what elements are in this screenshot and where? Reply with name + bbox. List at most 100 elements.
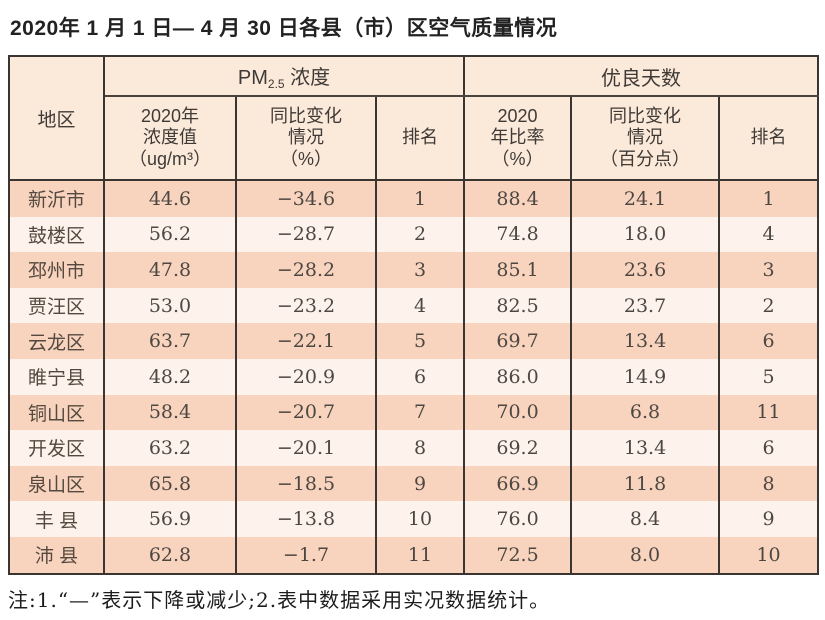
pm-change-cell: −13.8 (235, 501, 377, 537)
table-sub-header-row: 2020年 浓度值 （ug/m³） 同比变化 情况 （%） 排名 2020 年比… (9, 96, 820, 181)
table-footnote: 注:1.“—”表示下降或减少;2.表中数据采用实况数据统计。 (8, 588, 551, 612)
table-row: 云龙区 63.7 −22.1 5 69.7 13.4 6 (8, 323, 820, 359)
good-change-cell: 8.4 (570, 501, 721, 537)
col-header-pm-rank: 排名 (374, 96, 466, 181)
pm-rank-cell: 3 (374, 252, 466, 288)
good-change-cell: 13.4 (570, 323, 721, 359)
good-rate-cell: 69.7 (463, 323, 573, 359)
pm25-label-prefix: PM (237, 67, 268, 89)
pm-rank-cell: 2 (374, 216, 466, 253)
pm-rank-cell: 1 (374, 180, 466, 217)
region-cell: 沛 县 (8, 536, 105, 574)
col-header-good-rate: 2020 年比率 （%） (463, 96, 573, 181)
pm-value-cell: 62.8 (103, 536, 237, 574)
pm-rank-cell: 9 (374, 465, 466, 502)
pm-change-cell: −34.6 (235, 180, 377, 217)
pm-change-cell: −20.1 (235, 430, 377, 466)
pm-rank-cell: 4 (374, 287, 466, 324)
table-row: 开发区 63.2 −20.1 8 69.2 13.4 6 (8, 430, 820, 466)
table-row: 鼓楼区 56.2 −28.7 2 74.8 18.0 4 (8, 216, 820, 253)
air-quality-table: 地区 PM2.5 浓度 优良天数 2020年 浓度值 （ug/m³） 同比变化 … (8, 55, 820, 575)
pm-value-cell: 65.8 (103, 465, 237, 502)
good-rank-cell: 1 (718, 180, 820, 217)
page-title: 2020年 1 月 1 日— 4 月 30 日各县（市）区空气质量情况 (10, 17, 558, 40)
region-cell: 铜山区 (8, 394, 105, 431)
good-rate-cell: 88.4 (463, 180, 573, 217)
region-cell: 贾汪区 (8, 287, 105, 324)
pm-value-cell: 48.2 (103, 358, 237, 395)
good-change-cell: 8.0 (570, 536, 721, 574)
pm-value-cell: 56.9 (103, 501, 237, 537)
good-change-cell: 13.4 (570, 430, 721, 466)
good-change-cell: 6.8 (570, 394, 721, 431)
good-rank-cell: 5 (718, 358, 820, 395)
good-rank-cell: 6 (718, 430, 820, 466)
table-row: 邳州市 47.8 −28.2 3 85.1 23.6 3 (8, 252, 820, 288)
good-change-cell: 14.9 (570, 358, 721, 395)
pm25-label-subscript: 2.5 (267, 77, 285, 91)
pm-value-cell: 63.2 (103, 430, 237, 466)
good-rank-cell: 8 (718, 465, 820, 502)
pm-rank-cell: 10 (374, 501, 466, 537)
good-change-cell: 24.1 (570, 180, 721, 217)
table-group-header-row: 地区 PM2.5 浓度 优良天数 (8, 56, 820, 181)
good-rate-cell: 82.5 (463, 287, 573, 324)
good-change-cell: 23.6 (570, 252, 721, 288)
table-row: 沛 县 62.8 −1.7 11 72.5 8.0 10 (8, 536, 820, 574)
pm-rank-cell: 8 (374, 430, 466, 466)
good-rank-cell: 10 (718, 536, 820, 574)
good-rate-cell: 85.1 (463, 252, 573, 288)
good-rate-cell: 74.8 (463, 216, 573, 253)
good-change-cell: 18.0 (570, 216, 721, 253)
good-rate-cell: 70.0 (463, 394, 573, 431)
pm-value-cell: 47.8 (103, 252, 237, 288)
table-row: 贾汪区 53.0 −23.2 4 82.5 23.7 2 (8, 287, 820, 324)
region-cell: 邳州市 (8, 252, 105, 288)
good-rate-cell: 66.9 (463, 465, 573, 502)
group-header-pm25: PM2.5 浓度 (102, 56, 466, 97)
pm-value-cell: 56.2 (103, 216, 237, 253)
table-row: 新沂市 44.6 −34.6 1 88.4 24.1 1 (8, 180, 820, 217)
table-row: 丰 县 56.9 −13.8 10 76.0 8.4 9 (8, 501, 820, 537)
pm-change-cell: −22.1 (235, 323, 377, 359)
region-cell: 睢宁县 (8, 358, 105, 395)
region-cell: 开发区 (8, 430, 105, 466)
table-row: 睢宁县 48.2 −20.9 6 86.0 14.9 5 (8, 358, 820, 395)
pm-value-cell: 44.6 (103, 180, 237, 217)
region-cell: 泉山区 (8, 465, 105, 502)
region-cell: 新沂市 (8, 180, 105, 217)
table-row: 泉山区 65.8 −18.5 9 66.9 11.8 8 (8, 465, 820, 502)
region-cell: 鼓楼区 (8, 216, 105, 253)
pm25-label-suffix: 浓度 (284, 67, 331, 89)
col-header-good-rank: 排名 (718, 96, 820, 181)
good-rate-cell: 69.2 (463, 430, 573, 466)
good-rate-cell: 86.0 (463, 358, 573, 395)
pm-value-cell: 53.0 (103, 287, 237, 324)
pm-change-cell: −1.7 (235, 536, 377, 574)
good-rank-cell: 11 (718, 394, 820, 431)
col-header-good-change: 同比变化 情况 （百分点） (570, 96, 721, 181)
col-header-pm-change: 同比变化 情况 （%） (235, 96, 377, 181)
region-cell: 丰 县 (8, 501, 105, 537)
good-rank-cell: 2 (718, 287, 820, 324)
good-rate-cell: 76.0 (463, 501, 573, 537)
col-header-region: 地区 (8, 56, 105, 181)
good-change-cell: 11.8 (570, 465, 721, 502)
pm-value-cell: 63.7 (103, 323, 237, 359)
group-header-good-days: 优良天数 (463, 56, 820, 97)
good-rank-cell: 4 (718, 216, 820, 253)
pm-change-cell: −28.2 (235, 252, 377, 288)
good-rank-cell: 3 (718, 252, 820, 288)
pm-change-cell: −20.9 (235, 358, 377, 395)
pm-value-cell: 58.4 (103, 394, 237, 431)
col-header-pm-value: 2020年 浓度值 （ug/m³） (103, 96, 237, 181)
good-rank-cell: 9 (718, 501, 820, 537)
good-rank-cell: 6 (718, 323, 820, 359)
pm-change-cell: −18.5 (235, 465, 377, 502)
table-row: 铜山区 58.4 −20.7 7 70.0 6.8 11 (8, 394, 820, 431)
pm-change-cell: −20.7 (235, 394, 377, 431)
region-cell: 云龙区 (8, 323, 105, 359)
pm-rank-cell: 11 (374, 536, 466, 574)
good-rate-cell: 72.5 (463, 536, 573, 574)
pm-rank-cell: 5 (374, 323, 466, 359)
